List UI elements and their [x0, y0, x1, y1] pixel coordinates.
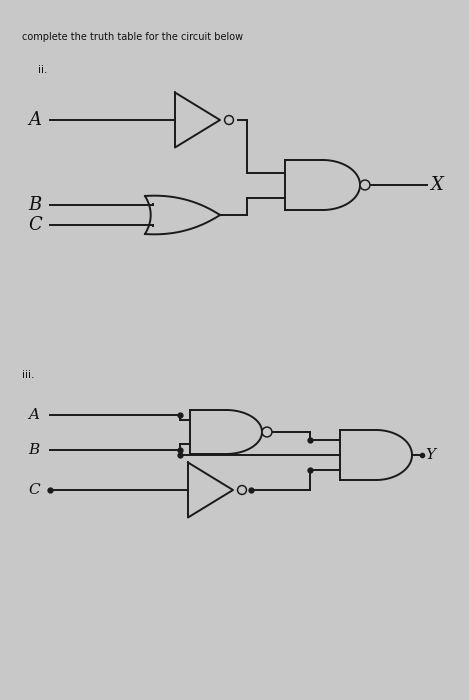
Text: X: X — [430, 176, 443, 194]
Circle shape — [360, 180, 370, 190]
Text: B: B — [28, 196, 41, 214]
Text: A: A — [28, 111, 41, 129]
Circle shape — [262, 427, 272, 437]
Text: C: C — [28, 216, 42, 234]
Text: Y: Y — [425, 448, 435, 462]
Circle shape — [226, 117, 232, 123]
Circle shape — [362, 181, 369, 188]
Text: complete the truth table for the circuit below: complete the truth table for the circuit… — [22, 32, 243, 42]
Circle shape — [239, 487, 245, 493]
Circle shape — [237, 486, 247, 494]
Text: ii.: ii. — [38, 65, 47, 75]
Circle shape — [264, 428, 271, 435]
Text: A: A — [28, 408, 39, 422]
Text: iii.: iii. — [22, 370, 34, 380]
Text: C: C — [28, 483, 39, 497]
Circle shape — [225, 116, 234, 125]
Text: B: B — [28, 443, 39, 457]
